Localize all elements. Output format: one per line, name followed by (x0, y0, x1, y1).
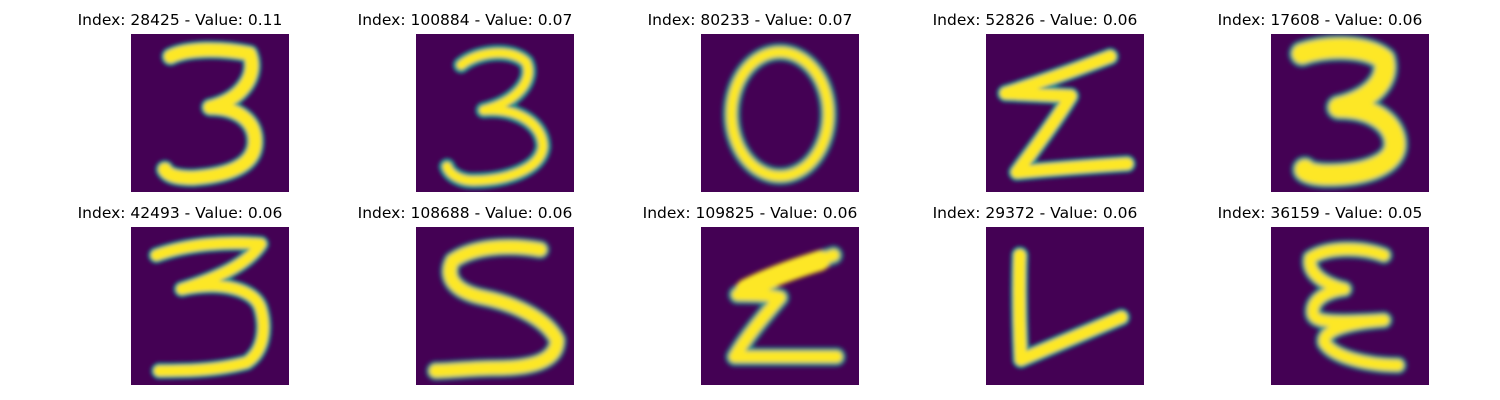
panel-title: Index: 28425 - Value: 0.11 (77, 11, 283, 29)
panel-title: Index: 80233 - Value: 0.07 (647, 11, 853, 29)
digit-panel: Index: 17608 - Value: 0.06 (1170, 0, 1470, 192)
digit-panel: Index: 108688 - Value: 0.06 (315, 193, 615, 385)
digit-panel: Index: 42493 - Value: 0.06 (30, 193, 330, 385)
panel-title: Index: 52826 - Value: 0.06 (932, 11, 1138, 29)
panel-title: Index: 42493 - Value: 0.06 (77, 204, 283, 222)
digit-panel: Index: 100884 - Value: 0.07 (315, 0, 615, 192)
panel-title: Index: 108688 - Value: 0.06 (357, 204, 573, 222)
digit-image (416, 34, 574, 192)
digit-image (131, 227, 289, 385)
digit-panel: Index: 80233 - Value: 0.07 (600, 0, 900, 192)
panel-title: Index: 36159 - Value: 0.05 (1217, 204, 1423, 222)
digit-image (986, 34, 1144, 192)
panel-title: Index: 100884 - Value: 0.07 (357, 11, 573, 29)
digit-panel: Index: 52826 - Value: 0.06 (885, 0, 1185, 192)
digit-image (701, 34, 859, 192)
digit-panel: Index: 36159 - Value: 0.05 (1170, 193, 1470, 385)
digit-image (1271, 227, 1429, 385)
digit-image (131, 34, 289, 192)
panel-title: Index: 29372 - Value: 0.06 (932, 204, 1138, 222)
digit-panel: Index: 29372 - Value: 0.06 (885, 193, 1185, 385)
digit-panel: Index: 109825 - Value: 0.06 (600, 193, 900, 385)
digit-panel: Index: 28425 - Value: 0.11 (30, 0, 330, 192)
digit-image (986, 227, 1144, 385)
panel-title: Index: 109825 - Value: 0.06 (642, 204, 858, 222)
digit-image (416, 227, 574, 385)
digit-image (701, 227, 859, 385)
digit-image (1271, 34, 1429, 192)
panel-title: Index: 17608 - Value: 0.06 (1217, 11, 1423, 29)
